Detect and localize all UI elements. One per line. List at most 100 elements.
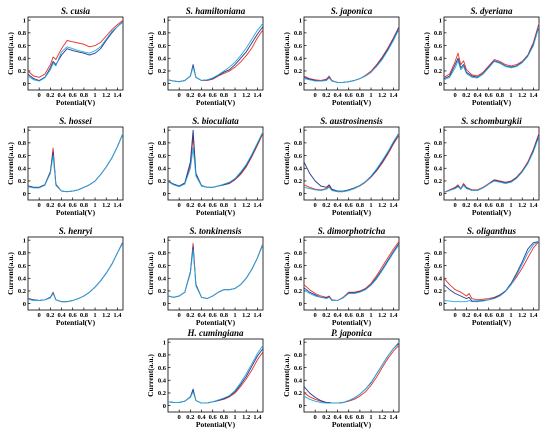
x-axis-label: Potential(V) xyxy=(196,420,236,429)
x-tick-label: 0.8 xyxy=(496,92,505,99)
x-tick-label: 0.2 xyxy=(186,414,194,421)
y-tick-label: 1 xyxy=(299,127,302,134)
series-line xyxy=(443,133,540,193)
x-axis-label: Potential(V) xyxy=(332,98,372,107)
series-line xyxy=(303,343,400,404)
chart-title: S. austrosinensis xyxy=(320,116,383,126)
x-tick-label: 1.2 xyxy=(242,92,250,99)
y-tick-label: 0.8 xyxy=(294,140,303,147)
x-tick-label: 0.6 xyxy=(345,312,354,319)
y-tick-label: 0.2 xyxy=(158,178,166,185)
chart-title: S. oliganthus xyxy=(467,226,517,236)
y-tick-label: 0.6 xyxy=(18,263,27,270)
y-tick-label: 0 xyxy=(23,191,26,198)
y-tick-label: 0.6 xyxy=(294,153,303,160)
chart-title: S. schomburgkii xyxy=(461,116,522,126)
x-tick-label: 0.6 xyxy=(209,202,218,209)
x-tick-label: 0 xyxy=(314,92,317,99)
y-tick-label: 0.4 xyxy=(294,377,303,384)
y-tick-label: 0.4 xyxy=(18,275,27,282)
x-tick-label: 0.8 xyxy=(80,92,89,99)
x-tick-label: 0.8 xyxy=(80,202,89,209)
y-tick-label: 1 xyxy=(163,237,166,244)
x-tick-label: 0.4 xyxy=(57,312,66,319)
series-line xyxy=(167,345,264,404)
chart-title: S. cusia xyxy=(61,6,91,16)
x-tick-label: 0.8 xyxy=(356,312,365,319)
y-tick-label: 0.2 xyxy=(18,288,26,295)
plot-frame xyxy=(303,236,400,311)
y-tick-label: 0.6 xyxy=(158,43,167,50)
chart-title: S. hossei xyxy=(59,116,92,126)
x-tick-label: 0.8 xyxy=(220,312,229,319)
x-tick-label: 0.6 xyxy=(485,92,494,99)
series-line xyxy=(27,21,124,81)
plot-frame xyxy=(27,126,124,201)
x-axis-label: Potential(V) xyxy=(332,208,372,217)
x-tick-label: 1.4 xyxy=(253,202,262,209)
y-axis-label: Current(a.u.) xyxy=(282,32,291,75)
x-tick-label: 1.4 xyxy=(253,312,262,319)
y-tick-label: 0 xyxy=(163,81,166,88)
y-tick-label: 0.2 xyxy=(434,288,442,295)
x-tick-label: 1.2 xyxy=(102,312,110,319)
y-tick-label: 0.8 xyxy=(434,30,443,37)
x-tick-label: 0.4 xyxy=(57,202,66,209)
x-tick-label: 1 xyxy=(369,202,372,209)
x-tick-label: 1.4 xyxy=(529,92,538,99)
x-tick-label: 0.2 xyxy=(462,92,470,99)
plot-frame xyxy=(303,16,400,91)
x-axis-label: Potential(V) xyxy=(196,208,236,217)
y-tick-label: 0.4 xyxy=(158,165,167,172)
y-tick-label: 0.4 xyxy=(158,275,167,282)
series-line xyxy=(167,26,264,83)
y-tick-label: 0 xyxy=(439,81,442,88)
x-tick-label: 0.4 xyxy=(333,202,342,209)
y-tick-label: 0.6 xyxy=(294,263,303,270)
x-tick-label: 0.8 xyxy=(356,414,365,421)
y-tick-label: 0.2 xyxy=(158,288,166,295)
chart-title: H. cumingiana xyxy=(186,328,244,338)
x-tick-label: 0 xyxy=(38,202,41,209)
y-tick-label: 1 xyxy=(163,17,166,24)
y-tick-label: 0.8 xyxy=(18,30,27,37)
x-tick-label: 0.2 xyxy=(46,312,54,319)
x-tick-label: 1.2 xyxy=(242,202,250,209)
y-tick-label: 0.2 xyxy=(158,390,166,397)
series-line xyxy=(167,243,264,300)
x-tick-label: 1.4 xyxy=(253,92,262,99)
series-line xyxy=(303,341,400,404)
plot-frame xyxy=(443,16,540,91)
x-tick-label: 0 xyxy=(314,312,317,319)
x-axis-label: Potential(V) xyxy=(196,98,236,107)
x-tick-label: 0 xyxy=(38,92,41,99)
series-line xyxy=(303,244,400,301)
x-tick-label: 0 xyxy=(38,312,41,319)
x-tick-label: 0.4 xyxy=(197,312,206,319)
x-tick-label: 0.4 xyxy=(473,92,482,99)
x-tick-label: 0.6 xyxy=(485,202,494,209)
y-tick-label: 1 xyxy=(439,127,442,134)
y-axis-label: Current(a.u.) xyxy=(422,32,431,75)
chart-title: S. japonica xyxy=(331,6,373,16)
series-line xyxy=(27,19,124,78)
y-tick-label: 1 xyxy=(299,17,302,24)
chart-title: S. henryi xyxy=(59,226,93,236)
x-tick-label: 0.8 xyxy=(80,312,89,319)
y-tick-label: 0.2 xyxy=(158,68,166,75)
x-tick-label: 0.2 xyxy=(462,202,470,209)
series-line xyxy=(443,134,540,193)
y-tick-label: 0.6 xyxy=(294,365,303,372)
chart-title: S. dyeriana xyxy=(470,6,513,16)
series-line xyxy=(443,23,540,78)
x-tick-label: 0 xyxy=(454,312,457,319)
x-tick-label: 0.2 xyxy=(322,202,330,209)
x-tick-label: 0.6 xyxy=(345,202,354,209)
y-tick-label: 0.6 xyxy=(158,365,167,372)
plot-frame xyxy=(303,126,400,201)
x-tick-label: 1.2 xyxy=(518,202,526,209)
